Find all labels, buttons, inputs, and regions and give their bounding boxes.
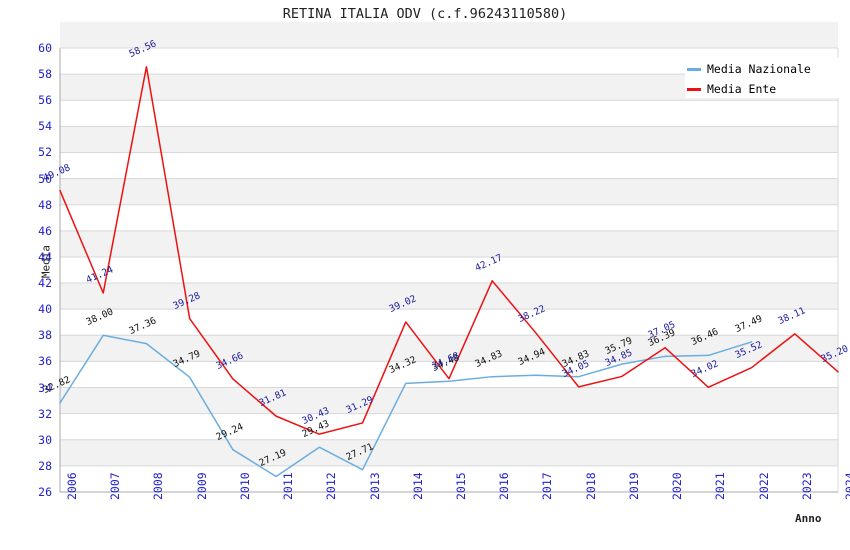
chart-title: RETINA ITALIA ODV (c.f.96243110580) <box>282 6 568 22</box>
y-tick-56: 56 <box>38 93 52 108</box>
x-tick-2008: 2008 <box>151 472 166 500</box>
x-axis-label: Anno <box>795 512 822 525</box>
x-tick-2007: 2007 <box>108 472 123 500</box>
y-tick-48: 48 <box>38 197 52 212</box>
y-tick-46: 46 <box>38 223 52 238</box>
x-tick-2019: 2019 <box>626 472 641 500</box>
y-tick-44: 44 <box>38 249 52 264</box>
legend: Media Nazionale Media Ente <box>685 58 845 98</box>
y-tick-26: 26 <box>38 485 52 499</box>
y-tick-52: 52 <box>38 145 52 160</box>
x-tick-2010: 2010 <box>237 472 252 500</box>
y-tick-58: 58 <box>38 67 52 82</box>
x-tick-2024: 2024 <box>843 472 850 500</box>
legend-label-media-nazionale: Media Nazionale <box>707 62 811 76</box>
x-tick-2022: 2022 <box>756 472 771 500</box>
legend-swatch-media-nazionale <box>687 68 701 71</box>
legend-label-media-ente: Media Ente <box>707 82 777 96</box>
x-tick-2020: 2020 <box>670 472 685 500</box>
y-tick-40: 40 <box>38 302 52 317</box>
x-tick-2018: 2018 <box>583 472 598 500</box>
y-tick-38: 38 <box>38 328 52 343</box>
x-tick-2015: 2015 <box>454 472 468 500</box>
y-tick-30: 30 <box>38 432 52 447</box>
y-tick-32: 32 <box>38 406 52 421</box>
x-tick-2009: 2009 <box>194 472 209 500</box>
x-tick-2016: 2016 <box>497 472 512 500</box>
x-tick-2011: 2011 <box>281 472 296 500</box>
x-tick-2014: 2014 <box>410 472 425 500</box>
x-tick-2006: 2006 <box>65 472 79 500</box>
legend-swatch-media-ente <box>687 88 701 91</box>
y-tick-42: 42 <box>38 276 52 291</box>
y-tick-36: 36 <box>38 354 52 369</box>
y-tick-34: 34 <box>38 380 52 395</box>
x-tick-2023: 2023 <box>799 472 814 500</box>
x-tick-2021: 2021 <box>713 472 728 500</box>
y-tick-50: 50 <box>38 171 52 186</box>
y-tick-28: 28 <box>38 458 52 473</box>
x-tick-2012: 2012 <box>324 472 339 500</box>
x-tick-2017: 2017 <box>540 472 555 500</box>
y-tick-60: 60 <box>38 41 52 55</box>
x-tick-2013: 2013 <box>367 472 382 500</box>
y-tick-54: 54 <box>38 119 52 134</box>
